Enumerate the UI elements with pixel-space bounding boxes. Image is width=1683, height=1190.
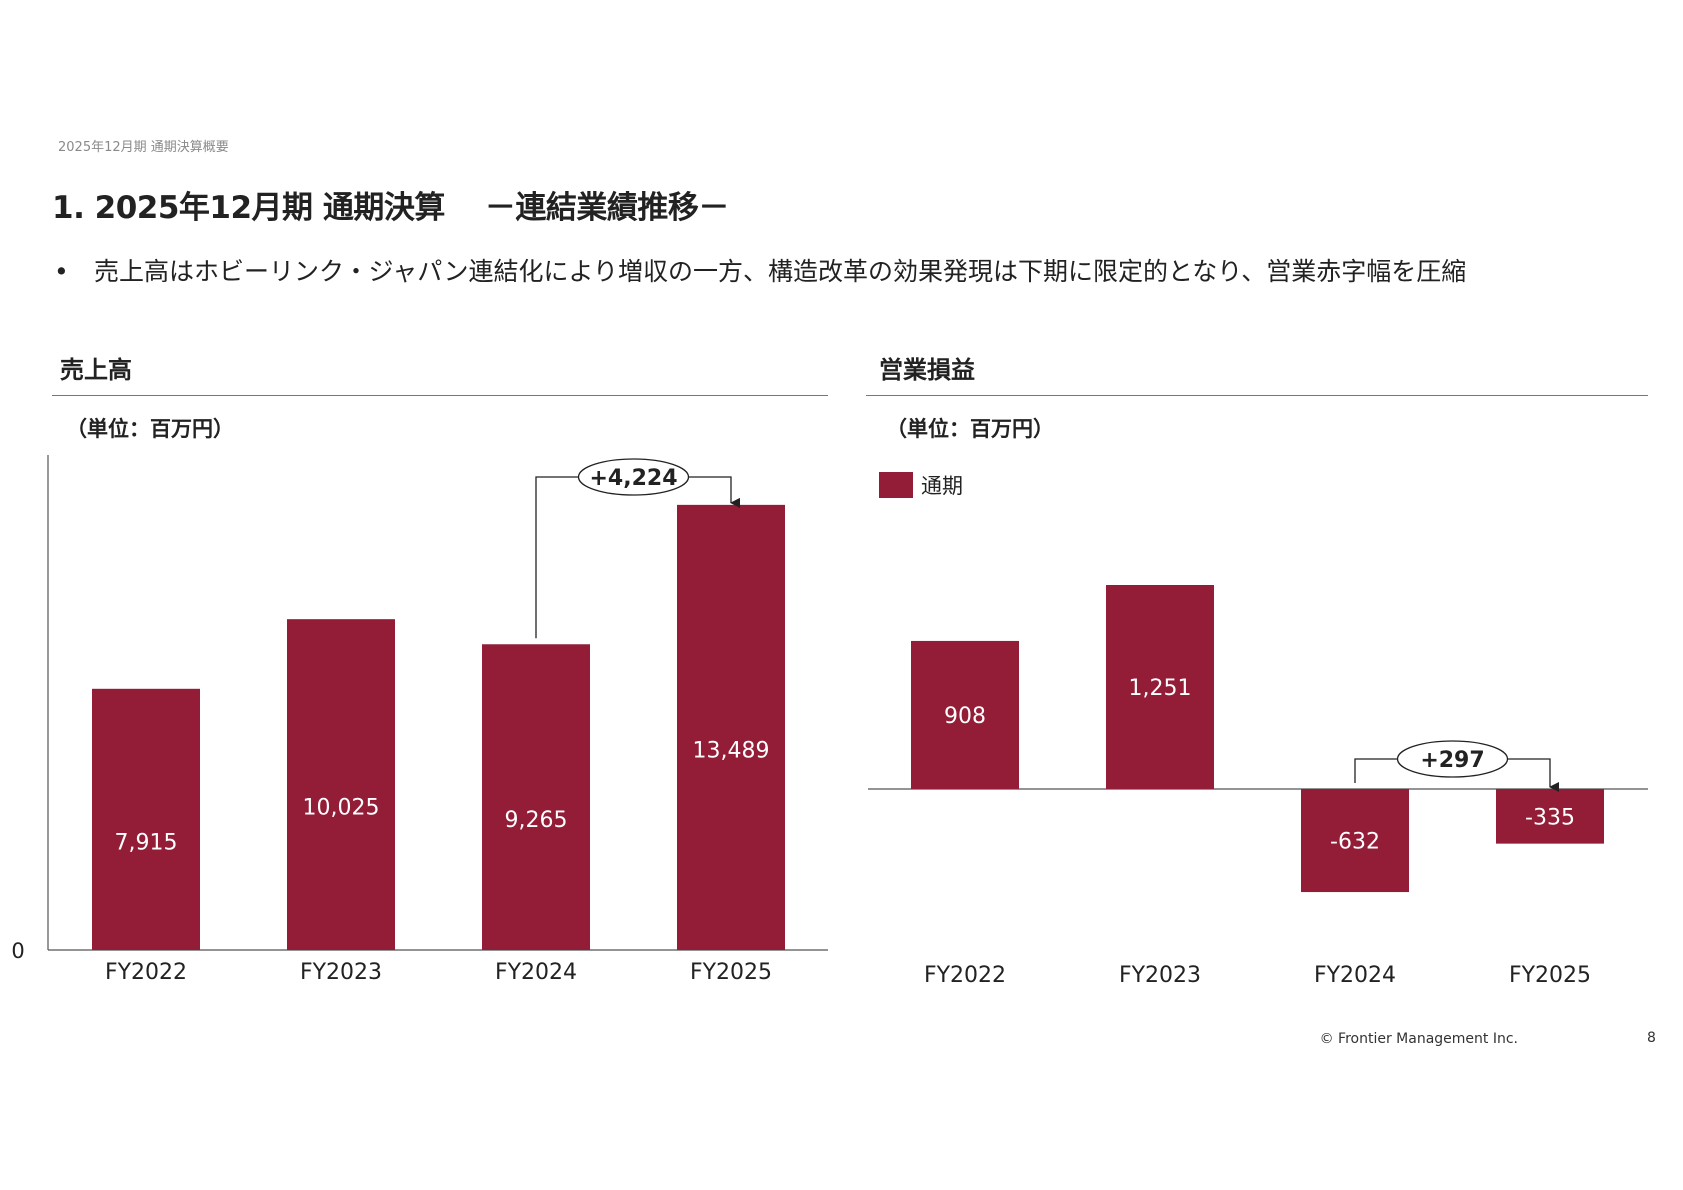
footer-copyright: © Frontier Management Inc. [1319, 1031, 1518, 1047]
revenue-value-label: 10,025 [303, 796, 380, 821]
page-number: 8 [1647, 1030, 1656, 1046]
op-profit-value-label: 908 [944, 704, 986, 729]
op-profit-annotation-label: +297 [1420, 748, 1484, 773]
revenue-x-tick-label: FY2022 [105, 960, 187, 985]
revenue-unit-label: （単位：百万円） [66, 417, 234, 441]
revenue-x-tick-label: FY2023 [300, 960, 382, 985]
op-profit-x-tick-label: FY2025 [1509, 963, 1591, 988]
bullet-marker: • [54, 257, 69, 286]
revenue-x-tick-label: FY2024 [495, 960, 577, 985]
revenue-annotation-bubble [577, 458, 690, 496]
op-profit-bar [1301, 789, 1409, 893]
op-profit-chart-title: 営業損益 [879, 356, 975, 384]
op-profit-x-tick-label: FY2024 [1314, 963, 1396, 988]
op-profit-bar [1496, 789, 1604, 844]
bullet-text: 売上高はホビーリンク・ジャパン連結化により増収の一方、構造改革の効果発現は下期に… [94, 257, 1467, 286]
revenue-value-label: 7,915 [115, 830, 178, 855]
op-profit-title-rule [866, 395, 1648, 396]
op-profit-unit-label: （単位：百万円） [886, 417, 1054, 441]
revenue-y-tick-label: 0 [11, 939, 24, 963]
op-profit-annotation-bubble [1396, 740, 1509, 778]
revenue-value-label: 13,489 [693, 738, 770, 763]
page-title-main: 1. 2025年12月期 通期決算 [52, 190, 445, 226]
op-profit-value-label: 1,251 [1129, 676, 1192, 701]
revenue-x-tick-label: FY2025 [690, 960, 772, 985]
revenue-chart-title: 売上高 [60, 356, 132, 384]
legend-swatch [879, 472, 913, 498]
revenue-bar [287, 619, 395, 950]
op-profit-bar [911, 640, 1019, 789]
breadcrumb: 2025年12月期 通期決算概要 [58, 140, 229, 155]
page-subtitle: －連結業績推移－ [484, 190, 730, 226]
legend-label: 通期 [921, 474, 963, 498]
op-profit-x-tick-label: FY2023 [1119, 963, 1201, 988]
revenue-bar [482, 644, 590, 950]
revenue-bar [92, 688, 200, 950]
op-profit-value-label: -335 [1525, 805, 1575, 830]
revenue-annotation-label: +4,224 [589, 466, 677, 491]
op-profit-x-tick-label: FY2022 [924, 963, 1006, 988]
op-profit-legend: 通期 [879, 470, 963, 500]
revenue-title-rule [52, 395, 828, 396]
revenue-bar [677, 504, 785, 950]
revenue-value-label: 9,265 [505, 808, 568, 833]
summary-bullet: • 売上高はホビーリンク・ジャパン連結化により増収の一方、構造改革の効果発現は下期… [54, 252, 1466, 288]
op-profit-bar [1106, 585, 1214, 789]
page-title: 1. 2025年12月期 通期決算 －連結業績推移－ [52, 182, 729, 227]
op-profit-value-label: -632 [1330, 830, 1380, 855]
